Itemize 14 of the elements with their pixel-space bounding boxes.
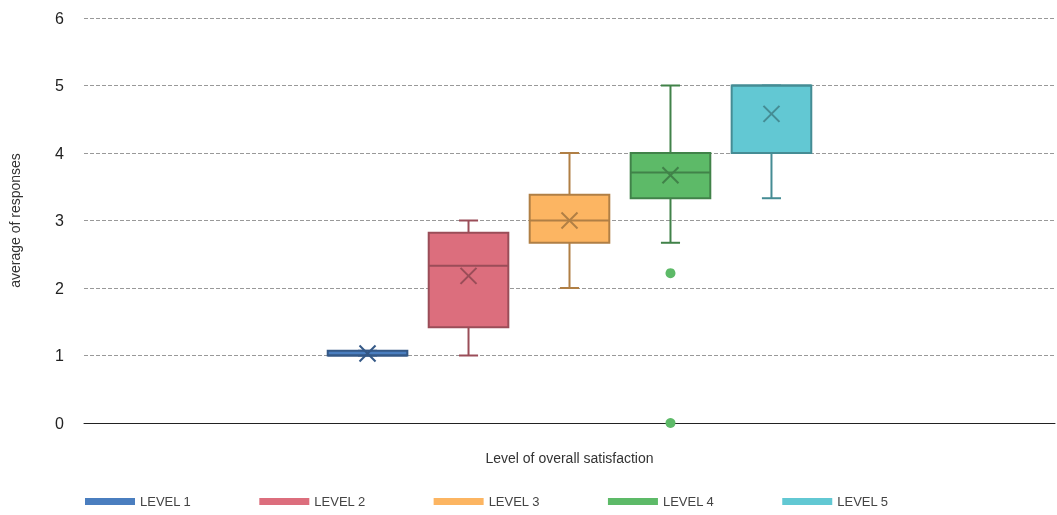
legend-label: LEVEL 4	[662, 494, 714, 509]
y-axis-title: average of responses	[7, 153, 23, 288]
y-tick-label: 5	[55, 77, 65, 94]
legend-label: LEVEL 3	[488, 494, 540, 509]
y-tick-label: 2	[55, 279, 65, 297]
y-tick-label: 3	[55, 212, 65, 229]
legend-label: LEVEL 1	[140, 494, 191, 509]
legend-label: LEVEL 5	[837, 494, 889, 509]
y-tick-label: 1	[55, 347, 65, 364]
y-tick-label: 0	[55, 414, 65, 432]
legend-label: LEVEL 2	[314, 494, 366, 509]
x-axis-title: Level of overall satisfaction	[485, 450, 654, 466]
y-tick-label: 4	[55, 144, 65, 162]
y-tick-label: 6	[55, 9, 65, 27]
